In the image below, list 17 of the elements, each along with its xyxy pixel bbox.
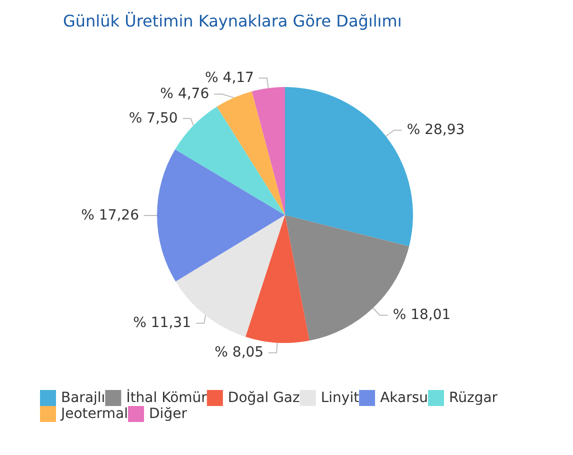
data-label: % 18,01 xyxy=(392,307,451,324)
legend-label: Linyit xyxy=(320,390,360,406)
legend-label: Doğal Gaz xyxy=(228,390,300,406)
data-label: % 8,05 xyxy=(214,344,264,361)
chart-title: Günlük Üretimin Kaynaklara Göre Dağılımı xyxy=(63,12,402,30)
legend-label: Jeotermal xyxy=(60,406,128,422)
data-label: % 4,17 xyxy=(205,70,254,86)
data-label: % 17,26 xyxy=(81,208,140,224)
data-label: % 28,93 xyxy=(406,122,465,138)
legend-label: Rüzgar xyxy=(449,390,498,406)
legend-label: İthal Kömür xyxy=(126,389,208,406)
legend-label: Akarsu xyxy=(380,390,428,406)
data-label: % 11,31 xyxy=(133,315,191,332)
data-label: % 4,76 xyxy=(160,86,210,102)
legend-label: Diğer xyxy=(149,406,188,422)
data-label: % 7,50 xyxy=(128,110,178,127)
legend-label: Barajlı xyxy=(61,390,106,406)
